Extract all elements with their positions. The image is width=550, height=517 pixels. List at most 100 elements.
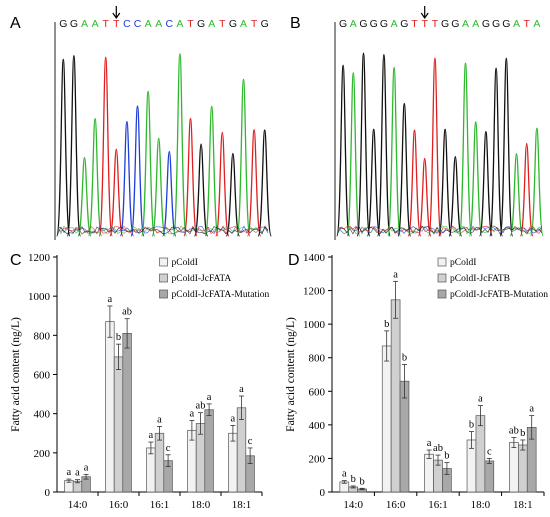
trace-peak [489, 67, 504, 237]
base-letter: G [197, 18, 205, 30]
trace-peak [478, 131, 493, 237]
y-tick-label: 200 [34, 448, 51, 460]
base-letter: C [166, 18, 174, 30]
base-letter: T [113, 18, 120, 30]
base-letter: A [176, 18, 183, 30]
bar [475, 415, 486, 493]
panel-label-d: D [288, 252, 300, 269]
bar [381, 345, 392, 493]
bar [154, 432, 165, 493]
x-tick-label: 18:1 [232, 499, 252, 511]
trace-peak [66, 54, 82, 237]
x-tick-label: 18:0 [191, 499, 211, 511]
trace-peak [458, 62, 473, 237]
trace-peak [172, 53, 188, 237]
bar [509, 442, 519, 493]
significance-label: b [384, 319, 389, 330]
significance-label: a [529, 404, 534, 415]
base-letter: A [472, 18, 479, 30]
trace-peak [519, 142, 534, 237]
significance-label: a [108, 294, 113, 305]
base-letter: A [208, 18, 215, 30]
trace-peak [151, 137, 166, 237]
base-letter: T [219, 18, 226, 30]
bar [484, 460, 495, 493]
significance-label: a [478, 394, 483, 405]
significance-label: a [207, 392, 212, 403]
y-tick-label: 600 [34, 370, 51, 382]
trace-peak [119, 121, 135, 237]
base-letter: A [81, 18, 88, 30]
trace-peak [98, 56, 113, 237]
baseline-noise [57, 225, 269, 235]
y-tick-label: 200 [309, 453, 326, 465]
bar [146, 447, 156, 493]
trace-peak [468, 121, 483, 237]
significance-label: a [190, 409, 195, 420]
panel-label-b: B [290, 15, 301, 32]
significance-label: a [75, 468, 80, 479]
base-letter: T [251, 18, 258, 30]
bar-chart-d: Fatty acid content (ng/L) 0 200 400 600 800 10… [285, 252, 548, 511]
bar [204, 409, 214, 493]
base-letter: T [432, 18, 439, 30]
base-letter: G [70, 18, 78, 30]
x-tick-label: 18:1 [513, 499, 533, 511]
trace-peak [448, 156, 463, 237]
trace-peak [397, 102, 412, 237]
panel-label-c: C [10, 252, 22, 269]
legend-label: pColdI-JcFATB-Mutation [450, 290, 548, 300]
arrow-head [112, 12, 121, 20]
significance-label: a [67, 467, 72, 478]
base-letter: G [339, 18, 347, 30]
legend-swatch [437, 289, 447, 299]
x-tick-label: 16:0 [109, 499, 129, 511]
base-letter: G [441, 18, 449, 30]
base-letter: G [492, 18, 500, 30]
legend-swatch [159, 257, 168, 267]
y-tick-label: 400 [309, 420, 326, 432]
y-tick-label: 0 [45, 487, 51, 499]
trace-peak [77, 156, 92, 237]
base-letter: T [187, 18, 194, 30]
significance-label: c [166, 443, 171, 454]
trace-peak [417, 157, 432, 237]
arrow-head [420, 12, 429, 20]
trace-peak [356, 52, 371, 237]
significance-label: b [351, 474, 356, 485]
y-tick-label: 1000 [28, 291, 51, 303]
bar [424, 453, 434, 493]
trace-peak [376, 53, 391, 237]
baseline-noise [337, 225, 543, 235]
base-letter: G [229, 18, 237, 30]
significance-label: c [487, 446, 492, 457]
significance-label: ab [433, 443, 443, 454]
trace-peak [529, 127, 544, 237]
significance-label: a [393, 269, 398, 280]
bar [113, 356, 124, 493]
significance-label: b [359, 476, 364, 487]
y-axis-label: Fatty acid content (ng/L) [285, 317, 297, 432]
base-letter: G [482, 18, 490, 30]
x-tick-label: 14:0 [343, 499, 363, 511]
bar [390, 299, 401, 493]
legend-label: pColdI-JcFATA [172, 274, 232, 284]
base-letter: A [240, 18, 247, 30]
bar [228, 432, 238, 493]
base-letter: T [421, 18, 428, 30]
baseline-noise [57, 225, 269, 235]
mutation-arrow-a [112, 6, 121, 20]
trace-peak [346, 72, 361, 237]
significance-label: b [116, 332, 121, 343]
y-tick-label: 800 [34, 330, 51, 342]
base-letter: T [523, 18, 530, 30]
significance-label: a [239, 384, 244, 395]
base-letter: A [533, 18, 540, 30]
legend-swatch [437, 273, 447, 283]
x-tick-label: 16:1 [150, 499, 170, 511]
y-tick-label: 400 [34, 409, 51, 421]
bar [122, 333, 132, 493]
base-letter: G [261, 18, 269, 30]
